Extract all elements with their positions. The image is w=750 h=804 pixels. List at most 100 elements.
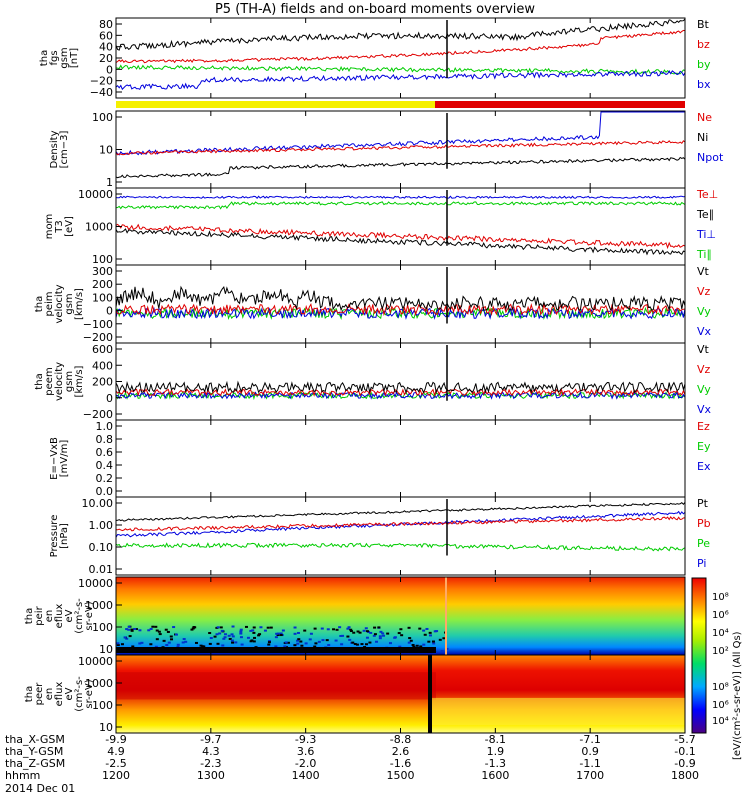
spectrogram-speckle <box>155 638 159 641</box>
spectrogram-speckle <box>321 639 325 642</box>
y-tick-label: 10 <box>99 721 113 734</box>
spectrogram-speckle <box>351 641 355 644</box>
spectrogram-speckle <box>222 637 226 640</box>
spectrogram-speckle <box>365 643 369 646</box>
spectrogram-speckle <box>428 634 432 637</box>
spectrogram-speckle <box>279 632 283 635</box>
legend-entry: Te⊥ <box>696 188 718 201</box>
spectrogram-speckle <box>281 629 285 632</box>
y-tick-label: 1 <box>106 176 113 189</box>
spectrogram-speckle <box>276 632 280 635</box>
spectrogram-speckle <box>231 635 235 638</box>
spectrogram-speckle <box>325 639 329 642</box>
spectrogram-speckle <box>231 625 235 628</box>
footer-value: 2.6 <box>392 745 410 758</box>
spectrogram-speckle <box>174 633 178 636</box>
legend-entry: Vz <box>697 363 711 376</box>
spectrogram-speckle <box>228 637 232 640</box>
y-tick-label: −40 <box>90 86 113 99</box>
spectrogram-speckle <box>258 633 262 636</box>
footer-value: 1800 <box>671 769 699 782</box>
y-tick-label: 10000 <box>78 577 113 590</box>
colorbar-tick-1: 10⁸ <box>712 592 729 603</box>
legend-entry: Vx <box>697 403 712 416</box>
spectrogram-speckle <box>138 629 142 632</box>
spectrogram-speckle <box>338 626 342 629</box>
y-axis-label: [km/s] <box>74 288 85 320</box>
spectrogram-speckle <box>176 645 180 648</box>
panel-frame <box>115 496 686 576</box>
spectrogram-speckle <box>386 632 390 635</box>
y-axis-label: peer <box>34 682 45 706</box>
y-axis-label: en <box>44 610 55 623</box>
spectrogram-speckle <box>131 645 135 648</box>
spectrogram-speckle <box>267 643 271 646</box>
spectrogram-speckle <box>275 632 279 635</box>
spectrogram-speckle <box>369 631 373 634</box>
spectrogram-speckle <box>304 642 308 645</box>
spectrogram-speckle <box>381 632 385 635</box>
footer-value: 1200 <box>102 769 130 782</box>
spectrogram-speckle <box>276 634 280 637</box>
spectrogram-speckle <box>151 625 155 628</box>
spectrogram-speckle <box>334 639 338 642</box>
spectrogram-speckle <box>377 626 381 629</box>
legend-entry: Vy <box>697 305 711 318</box>
spectrogram-speckle <box>239 632 243 635</box>
spectrogram-speckle <box>332 628 336 631</box>
y-axis-label: (cm²-s- <box>74 598 85 634</box>
spectrogram-speckle <box>314 642 318 645</box>
spectrogram-speckle <box>219 626 223 629</box>
spectrogram-speckle <box>166 630 170 633</box>
footer-value: -1.1 <box>579 757 600 770</box>
panel-peir_spectrogram: 10000 1000 100 10 tha peir en eflux eV (cm²-s-sr-… <box>24 576 686 656</box>
spectrogram-speckle <box>127 628 131 631</box>
y-axis-label: peir <box>34 605 45 625</box>
spectrogram-speckle <box>201 645 205 648</box>
spectrogram-speckle <box>125 628 129 631</box>
spectrogram-speckle <box>313 627 317 630</box>
y-tick-label: 10.00 <box>82 497 114 510</box>
footer-value: 1400 <box>292 769 320 782</box>
spectrogram-speckle <box>252 626 256 629</box>
spectrogram-speckle <box>353 643 357 646</box>
y-axis-label: gsm <box>64 293 75 314</box>
mode-bar <box>116 101 685 108</box>
spectrogram-speckle <box>349 630 353 633</box>
colorbar-tick-4: 10² <box>712 646 729 657</box>
spectrogram-band <box>432 697 685 726</box>
spectrogram-speckle <box>407 641 411 644</box>
spectrogram-speckle <box>209 637 213 640</box>
legend-entry: Pb <box>697 517 711 530</box>
y-tick-label: 1000 <box>85 599 113 612</box>
spectrogram-speckle <box>181 641 185 644</box>
spectrogram-speckle <box>388 642 392 645</box>
y-tick-label: 0.6 <box>96 446 114 459</box>
spectrogram-speckle <box>432 642 436 645</box>
spectrogram-speckle <box>440 650 444 653</box>
spectrogram-speckle <box>269 626 273 629</box>
colorbar-tick-6: 10⁶ <box>712 700 729 711</box>
spectrogram-speckle <box>184 640 188 643</box>
spectrogram-speckle <box>300 644 304 647</box>
spectrogram-speckle <box>176 643 180 646</box>
spectrogram-speckle <box>130 628 134 631</box>
series-line-blue <box>115 390 686 400</box>
footer-row-label: 2014 Dec 01 <box>5 782 75 795</box>
y-axis-label: [cm−3] <box>59 131 70 169</box>
spectrogram-speckle <box>362 629 366 632</box>
spectrogram-speckle <box>191 627 195 630</box>
spectrogram-speckle <box>230 633 234 636</box>
y-tick-label: −20 <box>90 75 113 88</box>
spectrogram-speckle <box>428 631 432 634</box>
spectrogram-speckle <box>266 626 270 629</box>
spectrogram-speckle <box>223 633 227 636</box>
y-tick-label: 100 <box>92 253 113 266</box>
spectrogram-speckle <box>364 627 368 630</box>
spectrogram-speckle <box>249 629 253 632</box>
spectrogram-speckle <box>374 640 378 643</box>
y-axis-label: tha <box>34 296 45 312</box>
series-line-black <box>115 18 686 51</box>
spectrogram-speckle <box>368 641 372 644</box>
